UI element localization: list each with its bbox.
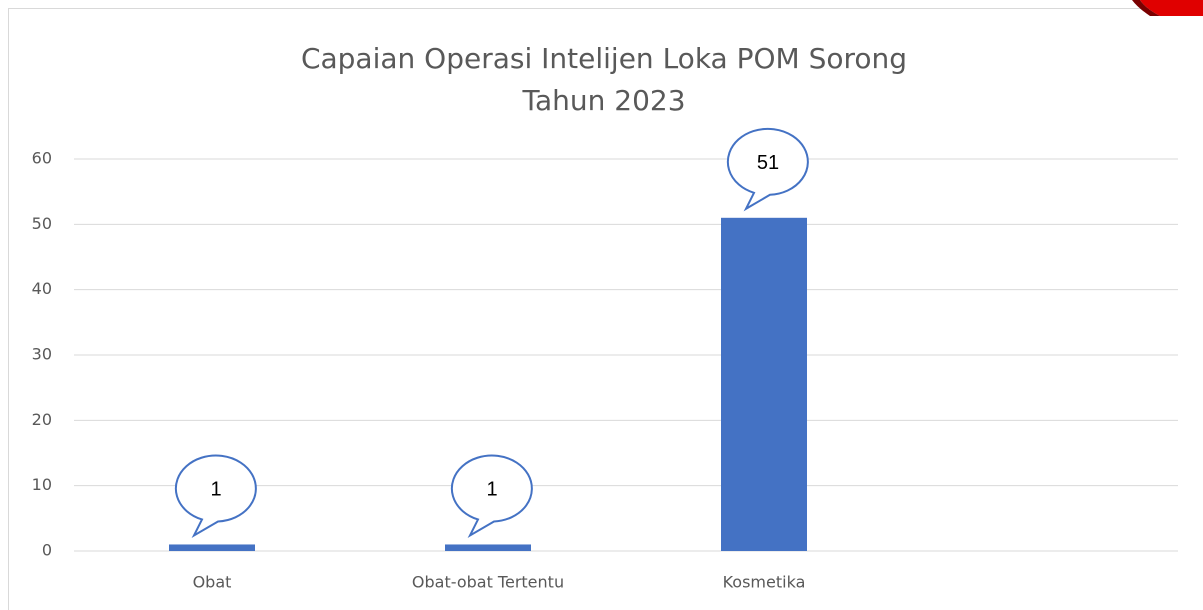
x-tick-label: Obat — [193, 573, 232, 592]
y-tick-label: 60 — [32, 149, 52, 168]
callout — [174, 454, 257, 539]
callout — [726, 127, 809, 212]
value-label: 1 — [210, 479, 221, 501]
y-tick-label: 0 — [42, 541, 52, 560]
chart-title: Capaian Operasi Intelijen Loka POM Soron… — [301, 42, 907, 75]
x-tick-label: Obat-obat Tertentu — [412, 573, 564, 592]
y-tick-label: 30 — [32, 345, 52, 364]
x-tick-label: Kosmetika — [723, 573, 806, 592]
chart-title: Tahun 2023 — [521, 84, 685, 117]
bar — [169, 544, 255, 551]
corner-decoration-shadow — [1132, 0, 1160, 16]
y-tick-label: 50 — [32, 214, 52, 233]
bar — [721, 217, 807, 552]
y-tick-label: 20 — [32, 410, 52, 429]
y-tick-label: 40 — [32, 279, 52, 298]
y-tick-label: 10 — [32, 475, 52, 494]
value-label: 51 — [757, 152, 779, 174]
callout — [450, 454, 533, 539]
value-label: 1 — [486, 479, 497, 501]
bar — [445, 544, 531, 551]
corner-decoration — [1140, 0, 1203, 16]
